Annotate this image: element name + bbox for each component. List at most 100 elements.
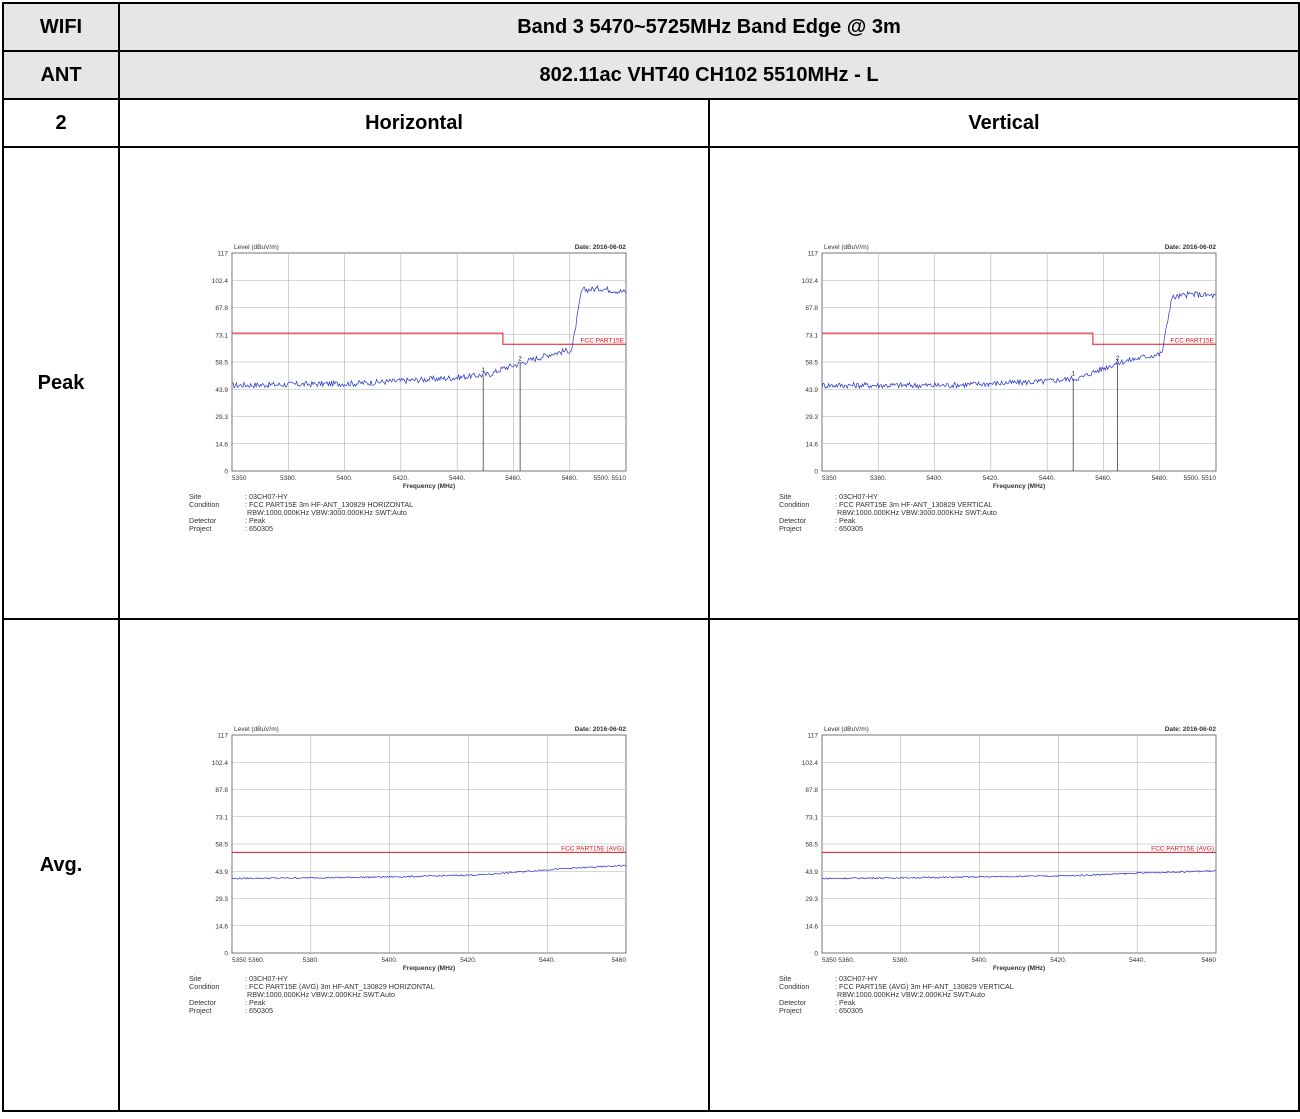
y-tick-label: 0 [224, 469, 228, 476]
y-tick-label: 58.5 [215, 360, 228, 367]
y-tick-label: 43.9 [215, 387, 228, 394]
info-site: Site: 03CH07-HY [189, 493, 639, 501]
trace-line [821, 290, 1217, 390]
info-key: Condition [189, 500, 220, 509]
info-condition: Condition : FCC PART15E 3m HF-ANT_130829 … [189, 501, 639, 509]
info-value: : 650305 [245, 524, 273, 533]
x-tick-label: 5500. 5510 [593, 475, 626, 482]
y-tick-label: 117 [218, 251, 229, 258]
y-tick-label: 102.4 [802, 760, 819, 767]
y-tick-label: 43.9 [805, 869, 818, 876]
x-tick-label: 5400. [336, 475, 352, 482]
x-tick-label: 5350 5360. [822, 957, 855, 964]
x-tick-label: 5350 [232, 475, 247, 482]
y-tick-label: 29.3 [805, 896, 818, 903]
info-detector: Detector: Peak [189, 517, 639, 525]
info-project: Project: 650305 [779, 1007, 1229, 1015]
info-condition-detail: RBW:1000.000KHz VBW:3000.000KHz SWT:Auto [189, 509, 639, 517]
y-tick-label: 73.1 [805, 814, 818, 821]
info-key: Project [779, 1006, 802, 1015]
info-key: Detector [779, 516, 807, 525]
trace-line [231, 864, 627, 880]
x-tick-label: 5380. [303, 957, 319, 964]
info-site: Site: 03CH07-HY [779, 493, 1229, 501]
info-condition-detail: RBW:1000.000KHz VBW:3000.000KHz SWT:Auto [779, 509, 1229, 517]
measurement-info: Site: 03CH07-HY Condition : FCC PART15E 3m… [189, 493, 639, 533]
y-axis-title: Level (dBuV/m) [824, 244, 869, 251]
info-key: Project [189, 1006, 212, 1015]
y-tick-label: 87.8 [805, 787, 818, 794]
y-tick-label: 43.9 [805, 387, 818, 394]
x-tick-label: 5400. [926, 475, 942, 482]
y-tick-label: 102.4 [212, 760, 229, 767]
info-key: Site [779, 974, 792, 983]
limit-label: FCC PART15E (AVG) [561, 845, 624, 852]
info-condition-detail: RBW:1000.000KHz VBW:2.000KHz SWT:Auto [779, 991, 1229, 999]
y-axis-title: Level (dBuV/m) [234, 244, 279, 251]
peak-label: Peak [2, 146, 120, 620]
info-key: Project [189, 524, 212, 533]
x-tick-label: 5380. [893, 957, 909, 964]
y-tick-label: 87.8 [805, 305, 818, 312]
info-key: Condition [779, 500, 810, 509]
measurement-info: Site: 03CH07-HY Condition : FCC PART15E (A… [779, 975, 1229, 1015]
marker-label: 2 [1116, 355, 1120, 362]
info-site: Site: 03CH07-HY [189, 975, 639, 983]
info-value: : 650305 [245, 1006, 273, 1015]
info-value: RBW:1000.000KHz VBW:2.000KHz SWT:Auto [245, 990, 395, 999]
y-tick-label: 73.1 [805, 332, 818, 339]
info-key: Condition [189, 982, 220, 991]
y-tick-label: 29.3 [215, 896, 228, 903]
y-tick-label: 73.1 [215, 814, 228, 821]
info-key: Site [189, 974, 202, 983]
y-tick-label: 117 [218, 733, 229, 740]
info-value: : Peak [245, 516, 266, 525]
trace-line [821, 870, 1217, 880]
chart-date: Date: 2016-06-02 [1165, 726, 1217, 733]
limit-label: FCC PART15E (AVG) [1151, 845, 1214, 852]
info-key: Detector [779, 998, 807, 1007]
band-title: Band 3 5470~5725MHz Band Edge @ 3m [117, 2, 1300, 52]
x-tick-label: 5400. [381, 957, 397, 964]
info-value: : FCC PART15E (AVG) 3m HF-ANT_130829 VER… [835, 982, 1014, 991]
chart-svg: 0 14.6 29.3 43.9 58.5 73.1 87.8 102.4 117 5350 538… [802, 244, 1217, 490]
info-project: Project: 650305 [779, 525, 1229, 533]
y-tick-label: 102.4 [212, 278, 229, 285]
y-tick-label: 102.4 [802, 278, 819, 285]
chart-svg: 0 14.6 29.3 43.9 58.5 73.1 87.8 102.4 117 5350 53… [802, 726, 1217, 972]
info-value: RBW:1000.000KHz VBW:2.000KHz SWT:Auto [835, 990, 985, 999]
limit-line [232, 332, 626, 345]
y-tick-label: 58.5 [805, 842, 818, 849]
y-tick-label: 14.6 [215, 923, 228, 930]
x-tick-label: 5380. [280, 475, 296, 482]
chart-svg: 0 14.6 29.3 43.9 58.5 73.1 87.8 102.4 117 5350 53… [212, 726, 627, 972]
col-horizontal: Horizontal [118, 98, 710, 148]
info-site: Site: 03CH07-HY [779, 975, 1229, 983]
peak-vertical-cell: 0 14.6 29.3 43.9 58.5 73.1 87.8 102.4 117 5350 538… [707, 146, 1300, 620]
x-tick-label: 5420. [1050, 957, 1066, 964]
info-key: Condition [779, 982, 810, 991]
info-value: : FCC PART15E 3m HF-ANT_130829 HORIZONTA… [245, 500, 414, 509]
x-tick-label: 5460. [1095, 475, 1111, 482]
measurement-info: Site: 03CH07-HY Condition: FCC PART15E (A… [189, 975, 639, 1015]
x-tick-label: 5440. [1039, 475, 1055, 482]
avg-row: Avg. 0 14.6 29.3 43.9 58.5 73.1 87.8 102.4 117 53… [2, 618, 1300, 1112]
x-tick-label: 5460 [612, 957, 627, 964]
measurement-info: Site: 03CH07-HY Condition: FCC PART15E 3m… [779, 493, 1229, 533]
y-axis-title: Level (dBuV/m) [824, 726, 869, 733]
x-tick-label: 5420. [460, 957, 476, 964]
y-tick-label: 117 [808, 251, 819, 258]
info-project: Project : 650305 [189, 1007, 639, 1015]
x-tick-label: 5440. [1129, 957, 1145, 964]
info-detector: Detector: Peak [779, 999, 1229, 1007]
x-axis-title: Frequency (MHz) [403, 483, 455, 490]
marker-label: 2 [518, 355, 522, 362]
info-value: RBW:1000.000KHz VBW:3000.000KHz SWT:Auto [835, 508, 997, 517]
info-key: Site [779, 492, 792, 501]
trace-line [231, 285, 627, 389]
info-value: : 03CH07-HY [245, 492, 288, 501]
y-tick-label: 29.3 [215, 414, 228, 421]
y-tick-label: 117 [808, 733, 819, 740]
avg-vertical-cell: 0 14.6 29.3 43.9 58.5 73.1 87.8 102.4 117 5350 53… [707, 618, 1300, 1112]
wifi-label: WIFI [2, 2, 120, 52]
